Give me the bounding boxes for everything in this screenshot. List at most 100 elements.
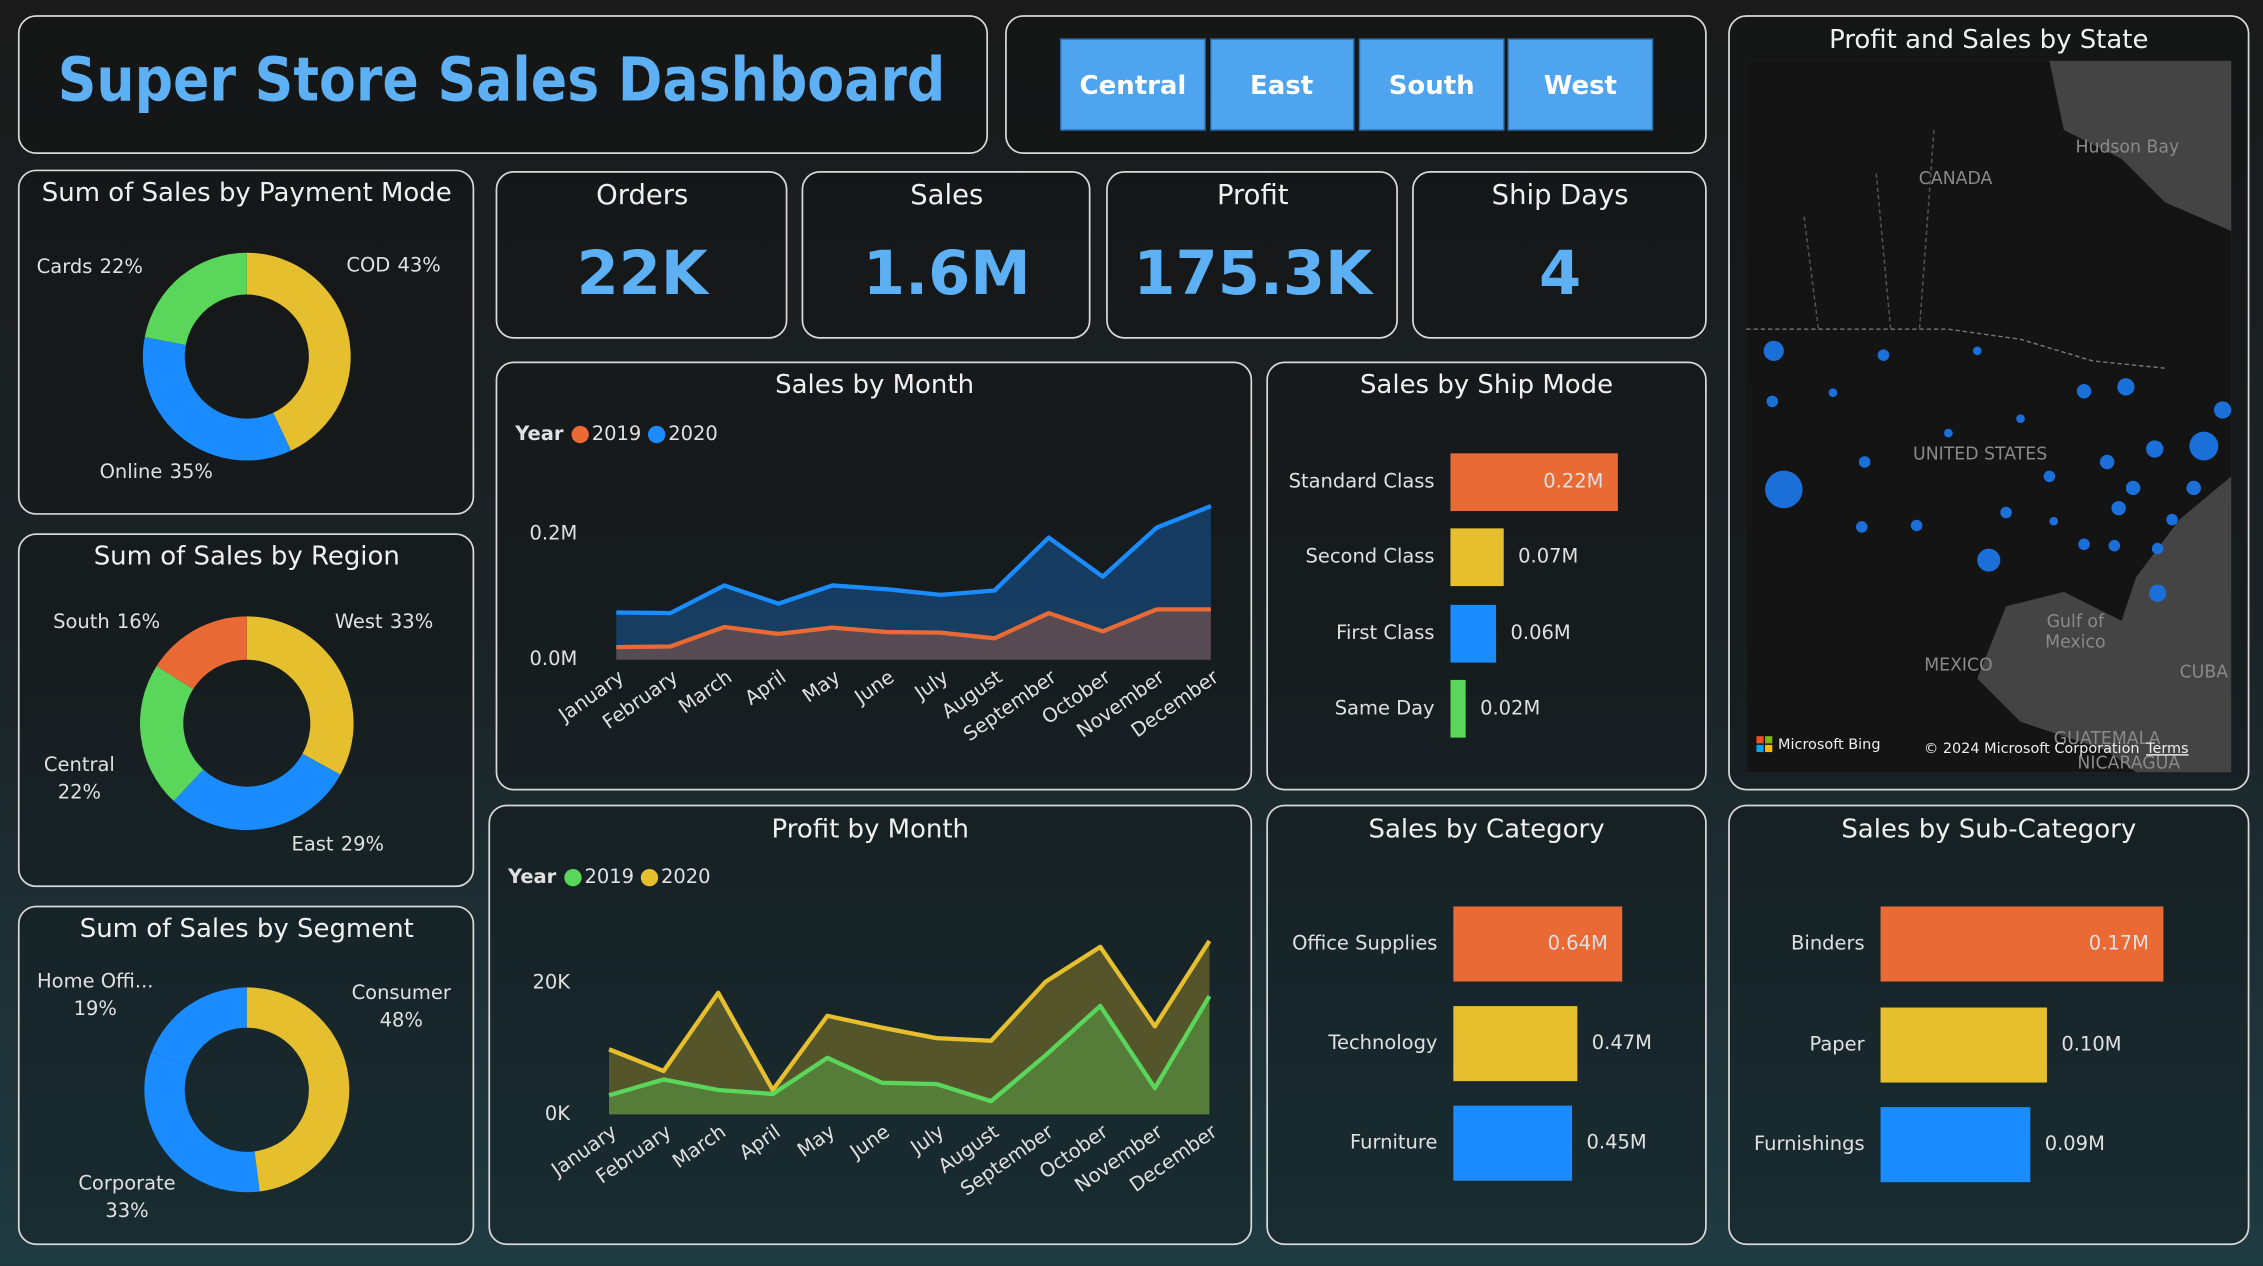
legend-swatch xyxy=(648,425,666,444)
donut-slice xyxy=(173,753,341,831)
map-border xyxy=(1803,129,1935,330)
slice-category: South xyxy=(53,610,110,633)
y-tick-label: Second Class xyxy=(1306,545,1435,568)
slice-value: 43% xyxy=(398,253,441,276)
data-label: 0.10M xyxy=(2061,1033,2121,1056)
map-label: Hudson Bay xyxy=(2075,137,2179,157)
slice-value: 29% xyxy=(341,832,384,855)
y-tick-label: Binders xyxy=(1791,932,1865,955)
region-button[interactable] xyxy=(1358,38,1505,131)
kpi-label: Orders xyxy=(596,180,688,211)
map-dot xyxy=(1977,548,2001,572)
chart-panel xyxy=(17,169,475,515)
map-label: MEXICO xyxy=(1924,655,1993,675)
map-dot xyxy=(2148,584,2167,602)
map-dot xyxy=(2078,538,2090,551)
map-dot xyxy=(1944,428,1953,438)
bar xyxy=(1450,604,1497,663)
y-tick-label: Furnishings xyxy=(1754,1132,1865,1155)
data-label: 0.22M xyxy=(1543,470,1603,493)
slice-label: Cards 22% xyxy=(37,255,143,278)
legend-label: 2020 xyxy=(661,865,711,888)
slice-value: 16% xyxy=(117,610,160,633)
kpi-card xyxy=(495,171,788,339)
slice-value: 35% xyxy=(170,460,213,483)
bing-logo xyxy=(1756,736,1764,744)
map-dot xyxy=(2099,454,2115,470)
y-tick-label: Technology xyxy=(1327,1031,1437,1054)
donut-slice xyxy=(246,252,351,451)
slice-category: Home Offi... xyxy=(37,969,153,992)
map-dot xyxy=(2111,500,2126,516)
y-tick-label: 20K xyxy=(533,970,572,993)
y-tick-label: 0K xyxy=(545,1102,571,1125)
slice-label: West 33% xyxy=(335,610,433,633)
bing-logo xyxy=(1756,744,1764,753)
bar xyxy=(1880,906,2164,982)
dashboard-title: Super Store Sales Dashboard xyxy=(58,45,946,115)
map-dot xyxy=(1877,349,1890,361)
donut-slice xyxy=(156,616,247,690)
map-dot xyxy=(1828,388,1838,398)
map-dot xyxy=(2076,384,2092,399)
map-terms[interactable]: Terms xyxy=(2145,741,2188,757)
map-label: CUBA xyxy=(2180,663,2229,683)
map-dot xyxy=(2189,431,2219,461)
slice-category: Cards xyxy=(37,255,93,278)
kpi-value: 1.6M xyxy=(863,239,1031,309)
map-dot xyxy=(1856,521,1868,533)
map-dot xyxy=(2146,440,2164,458)
kpi-value: 175.3K xyxy=(1133,239,1374,309)
chart-title: Sales by Ship Mode xyxy=(1360,370,1613,400)
map-dot xyxy=(2151,542,2164,555)
slice-category: West xyxy=(335,610,383,633)
region-button[interactable] xyxy=(1060,38,1206,131)
chart-title: Profit by Month xyxy=(772,815,970,845)
bar xyxy=(1450,528,1504,587)
map-land xyxy=(1746,60,2232,773)
map-dot xyxy=(2016,414,2025,424)
map-dot xyxy=(1972,346,1982,356)
kpi-value: 22K xyxy=(577,239,710,309)
data-label: 0.17M xyxy=(2089,932,2149,955)
slice-label: COD 43% xyxy=(346,253,440,276)
y-tick-label: Paper xyxy=(1810,1033,1865,1056)
region-button[interactable] xyxy=(1507,38,1654,131)
slice-value: 22% xyxy=(58,780,101,803)
y-tick-label: Standard Class xyxy=(1289,470,1435,493)
donut-slice xyxy=(139,665,204,802)
slice-label: Corporate 33% xyxy=(78,1171,175,1221)
map-dot xyxy=(2186,480,2201,496)
legend-title: Year xyxy=(514,422,564,445)
y-tick-label: 0.0M xyxy=(530,647,578,670)
chart-panel xyxy=(17,905,475,1246)
slice-value: 22% xyxy=(100,255,143,278)
y-tick-label: 0.2M xyxy=(530,521,578,544)
map-label: UNITED STATES xyxy=(1913,445,2047,465)
legend-swatch xyxy=(564,868,582,887)
map: CANADA Hudson Bay UNITED STATES Gulf of … xyxy=(1746,60,2232,774)
map-dot xyxy=(2108,539,2121,552)
donut-slice xyxy=(142,337,292,461)
slice-value: 48% xyxy=(380,1008,423,1031)
data-label: 0.45M xyxy=(1587,1131,1647,1154)
chart-title: Sum of Sales by Segment xyxy=(80,914,414,944)
region-button[interactable] xyxy=(1210,38,1355,131)
slice-value: 33% xyxy=(105,1199,148,1222)
bing-logo xyxy=(1765,744,1773,753)
slice-category: Central xyxy=(44,753,115,776)
data-label: 0.06M xyxy=(1511,621,1571,644)
line xyxy=(616,504,1212,616)
map-label: Mexico xyxy=(2045,632,2105,652)
area-fill xyxy=(616,506,1211,660)
slice-category: East xyxy=(292,832,334,855)
y-tick-label: Furniture xyxy=(1350,1131,1437,1154)
map-dot xyxy=(2049,516,2059,526)
legend-label: 2019 xyxy=(585,865,635,888)
map-dot xyxy=(1858,456,1871,468)
slice-label: Consumer 48% xyxy=(352,981,451,1031)
legend-swatch xyxy=(571,425,589,444)
bar xyxy=(1453,906,1623,982)
slice-label: Online 35% xyxy=(100,460,213,483)
